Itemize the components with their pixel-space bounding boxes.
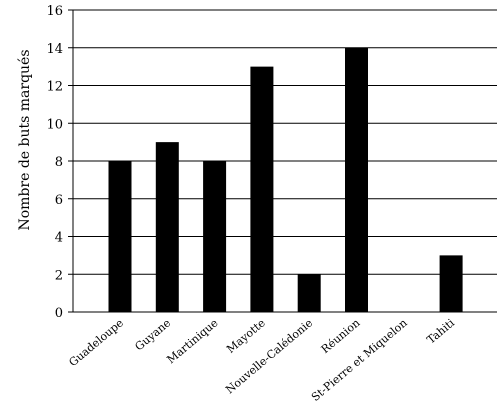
y-tick-label: 6	[55, 193, 63, 208]
bar-tahiti	[439, 255, 463, 312]
y-tick-label: 0	[55, 306, 63, 321]
bar-guyane	[155, 142, 179, 312]
x-tick-label: Martinique	[164, 316, 220, 366]
y-axis-title: Nombre de buts marqués	[17, 49, 33, 230]
x-tick-label: Guyane	[133, 316, 174, 353]
x-tick-label: St-Pierre et Miquelon	[309, 316, 410, 401]
x-tick-label: Réunion	[319, 316, 363, 356]
y-tick-label: 12	[46, 80, 63, 95]
bar-martinique	[203, 161, 227, 312]
y-tick-label: 4	[55, 231, 63, 246]
y-tick-label: 10	[46, 117, 63, 132]
x-tick-label: Tahiti	[424, 316, 457, 347]
y-tick-label: 16	[46, 4, 63, 19]
gridlines	[68, 9, 497, 313]
bar-guadeloupe	[108, 161, 132, 312]
axes	[68, 10, 497, 313]
y-tick-labels: 0 2 4 6 8 10 12 14 16	[46, 4, 63, 321]
bar-mayotte	[250, 66, 274, 312]
x-tick-label: Nouvelle-Calédonie	[223, 316, 315, 396]
y-tick-label: 14	[46, 42, 63, 57]
x-tick-label: Mayotte	[224, 316, 268, 356]
bar-nouvelle-cal-donie	[297, 274, 321, 312]
bars	[108, 47, 463, 312]
y-tick-label: 2	[55, 268, 63, 283]
y-tick-label: 8	[55, 155, 63, 170]
bar-r-union	[345, 47, 368, 312]
x-tick-label: Guadeloupe	[66, 316, 126, 369]
